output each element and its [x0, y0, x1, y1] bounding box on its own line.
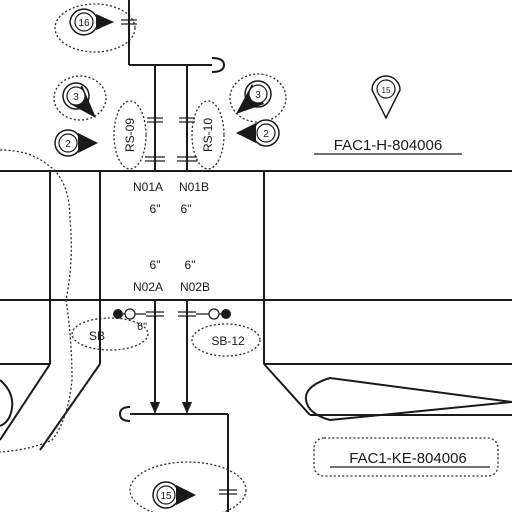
- nozzle-n01b-label: N01B: [179, 180, 209, 194]
- drain-valve-left-open: [124, 308, 136, 320]
- nozzle-n02a-size: 6": [150, 258, 161, 272]
- revision-cloud-m16-top: [54, 3, 136, 53]
- revision-cloud-rs10: [191, 100, 225, 170]
- revision-cloud-m15-bottom: [129, 461, 247, 512]
- flow-arrow-left: [150, 402, 160, 414]
- flow-arrow-right: [182, 402, 192, 414]
- marker-top-right[interactable]: 15: [371, 75, 401, 120]
- nozzle-n01a-size: 6": [150, 202, 161, 216]
- revision-cloud-left-body: [0, 149, 73, 453]
- drain-valve-left: [113, 309, 123, 319]
- nozzle-n02b-size: 6": [185, 258, 196, 272]
- revision-cloud-sb-left: [71, 317, 149, 351]
- marker-15-bottom[interactable]: 15: [152, 481, 196, 509]
- marker-2-right[interactable]: 2: [236, 119, 280, 147]
- tag-sb-12: SB-12: [211, 334, 245, 348]
- marker-3-left-label: 3: [73, 92, 79, 103]
- nozzle-n01a-label: N01A: [133, 180, 163, 194]
- top-piping: [121, 0, 226, 171]
- nozzle-n02b-label: N02B: [180, 280, 210, 294]
- revision-cloud-bottom-ref: [313, 437, 499, 477]
- drain-valve-right: [221, 309, 231, 319]
- tag-rs-10: RS-10: [201, 118, 215, 152]
- right-tube-shape: [304, 376, 512, 422]
- tag-sb: SB: [89, 329, 105, 343]
- marker-3-right-label: 3: [255, 90, 261, 101]
- revision-cloud-m3-right: [229, 73, 287, 123]
- marker-3-right[interactable]: 3: [236, 80, 272, 114]
- marker-2-left[interactable]: 2: [54, 129, 98, 157]
- nozzle-n02a-label: N02A: [133, 280, 163, 294]
- revision-cloud-rs09: [113, 100, 147, 170]
- drain-pipe-size: 6": [137, 321, 147, 333]
- marker-16-top-label: 16: [78, 18, 90, 29]
- drawing-ref-top[interactable]: FAC1-H-804006: [334, 137, 442, 154]
- drain-valve-right-open: [208, 308, 220, 320]
- tag-rs-09: RS-09: [123, 118, 137, 152]
- marker-3-left[interactable]: 3: [62, 82, 96, 118]
- marker-2-left-label: 2: [65, 139, 71, 150]
- drawing-ref-bottom[interactable]: FAC1-KE-804006: [349, 450, 467, 467]
- nozzle-n01b-size: 6": [181, 202, 192, 216]
- marker-16-top[interactable]: 16: [69, 8, 115, 36]
- marker-2-right-label: 2: [263, 129, 269, 140]
- marker-15-bottom-label: 15: [160, 491, 172, 502]
- marker-top-right-label: 15: [382, 86, 391, 95]
- revision-cloud-sb-right: [191, 323, 261, 357]
- bottom-piping: [113, 300, 237, 512]
- vessel-outline: [0, 170, 512, 451]
- revision-cloud-m3-left: [53, 75, 107, 121]
- left-tube-shape: [0, 379, 14, 427]
